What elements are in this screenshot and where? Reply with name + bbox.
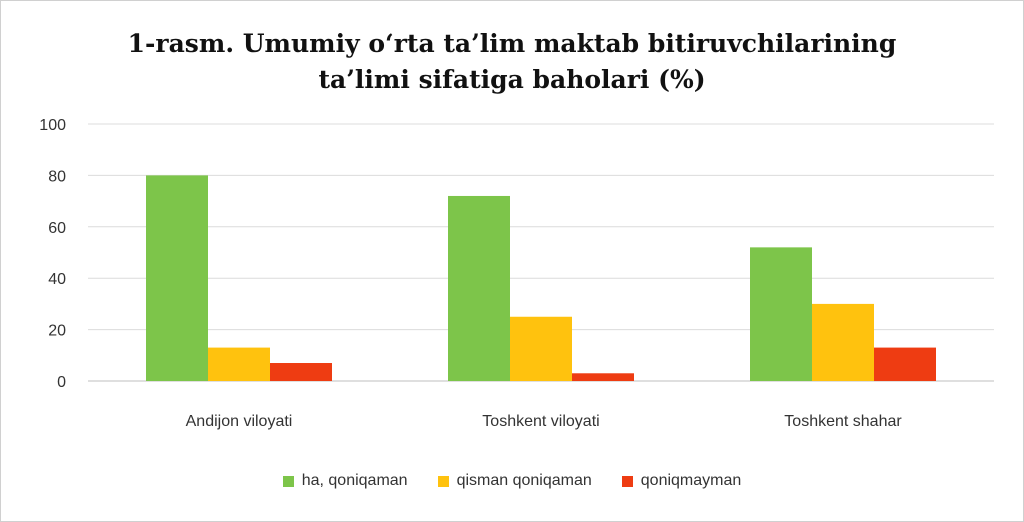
bar: [812, 303, 874, 381]
y-axis-ticks: 0 20 40 60 80 100: [39, 117, 66, 391]
chart-title-line2: ta’limi sifatiga baholari (%): [318, 65, 706, 94]
bar: [874, 347, 936, 381]
bar: [146, 175, 208, 381]
y-tick-label: 40: [48, 271, 66, 288]
chart-title-line1: 1-rasm. Umumiy o‘rta ta’lim maktab bitir…: [127, 29, 897, 58]
legend-item: ha, qoniqaman: [282, 472, 408, 490]
y-tick-label: 100: [39, 117, 66, 134]
bar: [510, 316, 572, 381]
y-tick-label: 0: [57, 374, 66, 391]
legend-label: qisman qoniqaman: [456, 472, 592, 489]
x-category-label: Toshkent shahar: [784, 413, 902, 430]
bar: [448, 195, 510, 381]
x-category-label: Andijon viloyati: [186, 413, 293, 430]
legend-item: qisman qoniqaman: [437, 472, 592, 490]
bar: [750, 247, 812, 381]
legend: ha, qoniqaman qisman qoniqaman qoniqmayman: [0, 472, 1024, 490]
chart-title: 1-rasm. Umumiy o‘rta ta’lim maktab bitir…: [0, 26, 1024, 98]
legend-swatch: [282, 475, 294, 487]
x-category-label: Toshkent viloyati: [482, 413, 599, 430]
bars: [146, 175, 936, 381]
legend-swatch: [621, 475, 633, 487]
bar: [208, 347, 270, 381]
y-tick-label: 80: [48, 168, 66, 185]
y-tick-label: 60: [48, 220, 66, 237]
legend-label: ha, qoniqaman: [301, 472, 408, 489]
bar: [270, 363, 332, 381]
legend-swatch: [437, 475, 449, 487]
legend-label: qoniqmayman: [640, 472, 742, 489]
bar: [572, 373, 634, 381]
legend-item: qoniqmayman: [621, 472, 742, 490]
x-axis-categories: Andijon viloyati Toshkent viloyati Toshken…: [186, 413, 903, 430]
y-tick-label: 20: [48, 323, 66, 340]
